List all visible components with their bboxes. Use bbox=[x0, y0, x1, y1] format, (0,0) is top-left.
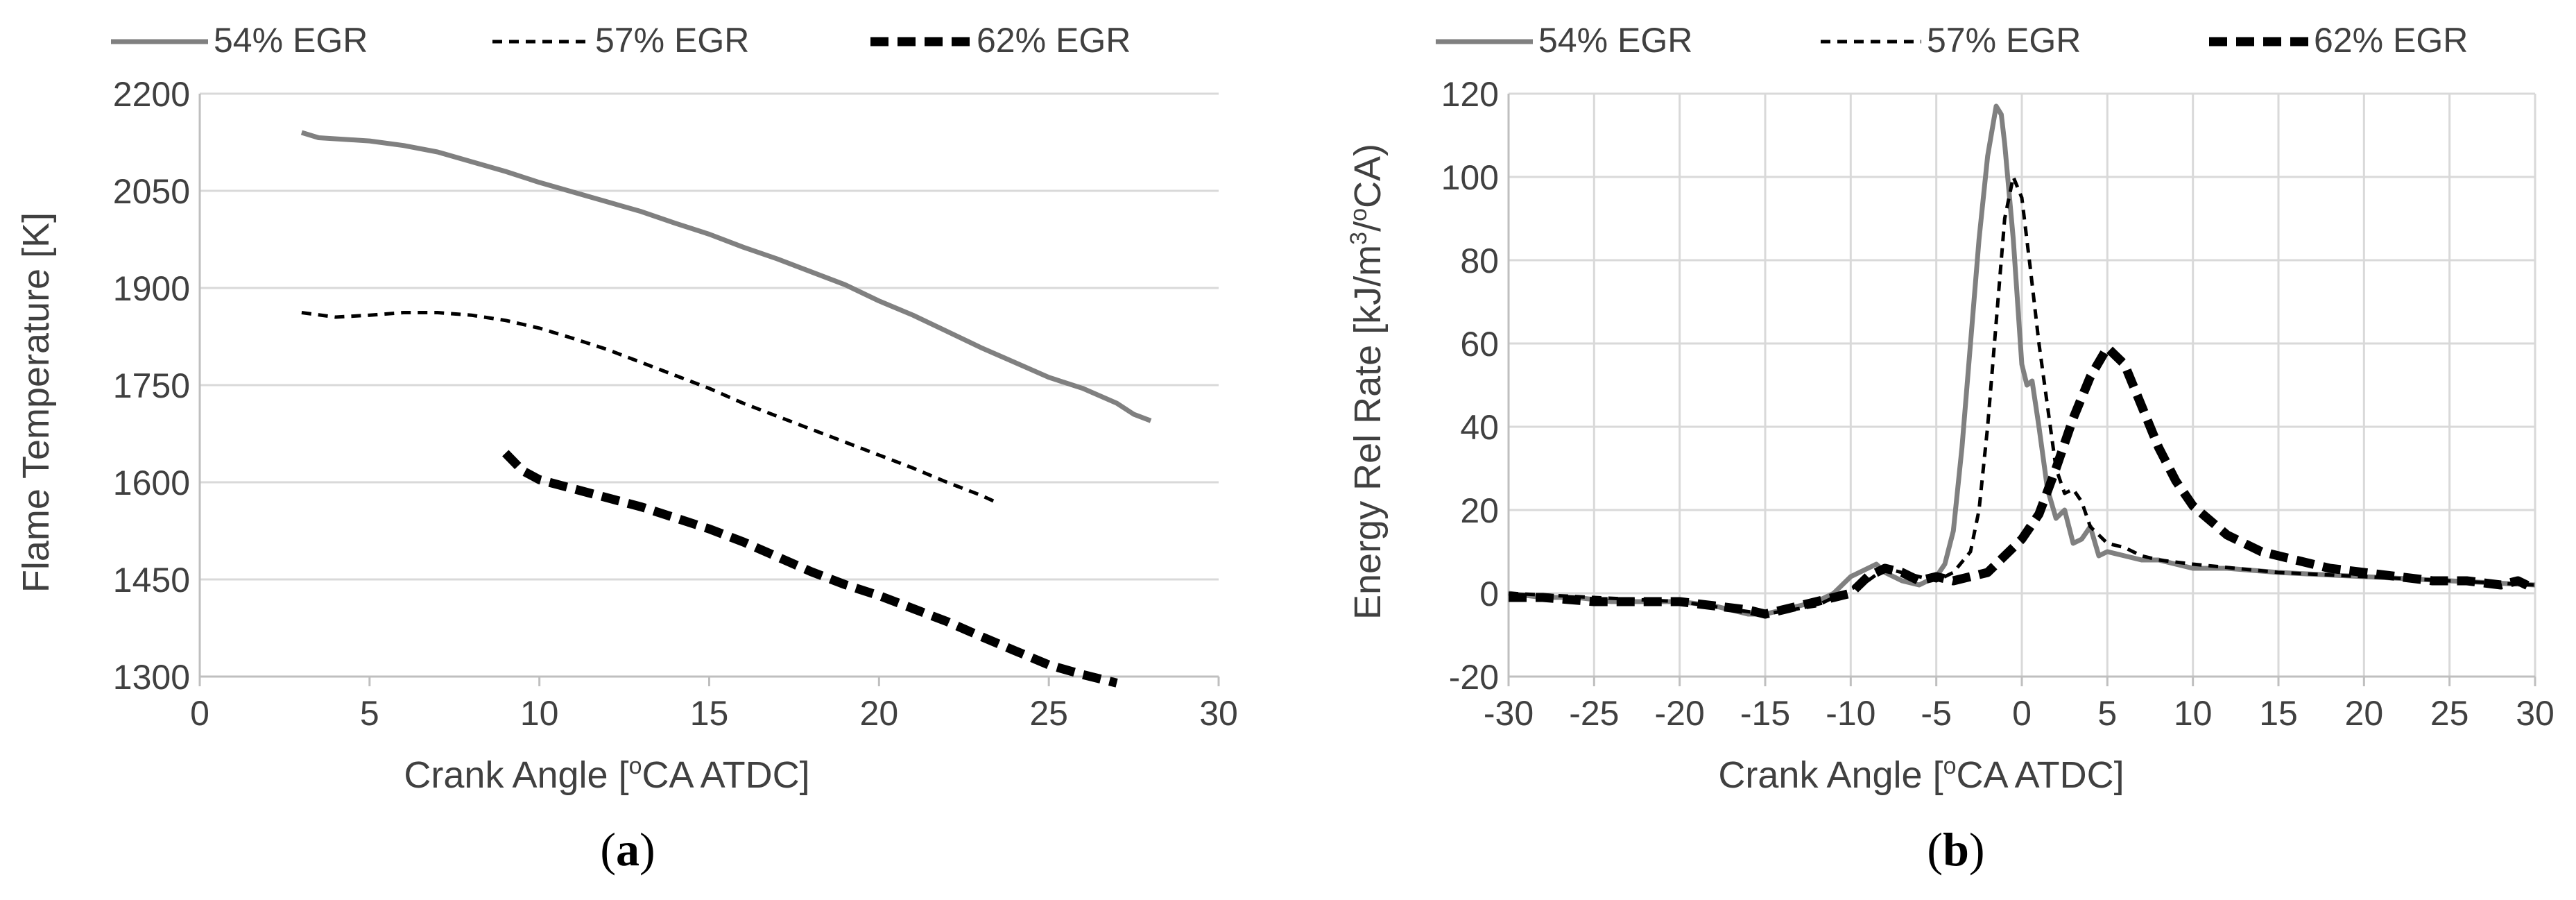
x-tick-b-4: -10 bbox=[1826, 694, 1875, 733]
y-tick-a-2: 1600 bbox=[113, 464, 190, 502]
series-line-b-62egr bbox=[1509, 343, 2537, 619]
y-tick-a-5: 2050 bbox=[113, 172, 190, 211]
panel-label-a: (a) bbox=[600, 823, 655, 876]
x-tick-b-0: -30 bbox=[1484, 694, 1534, 733]
ticks-a: 1300 1450 1600 1750 1900 2050 2200 0 5 10 15 20 25 30 bbox=[113, 75, 1238, 733]
y-axis-label-a: Flame Temperature [K] bbox=[15, 212, 57, 593]
legend-a-label-57: 57% EGR bbox=[595, 21, 749, 60]
y-tick-b-5: 80 bbox=[1460, 241, 1499, 280]
y-tick-a-4: 1900 bbox=[113, 269, 190, 308]
series-b bbox=[1508, 103, 2537, 619]
legend-b-label-57: 57% EGR bbox=[1927, 21, 2081, 60]
y-tick-a-3: 1750 bbox=[113, 366, 190, 405]
x-axis-label-b-sup: o bbox=[1943, 753, 1957, 779]
panel-b: 54% EGR 57% EGR 62% EGR -200204060801001… bbox=[1346, 21, 2554, 876]
x-tick-b-2: -20 bbox=[1655, 694, 1705, 733]
y-axis-label-b-sup2: o bbox=[1346, 208, 1372, 221]
y-tick-a-0: 1300 bbox=[113, 658, 190, 697]
y-axis-label-b-sup1: 3 bbox=[1346, 232, 1372, 245]
y-axis-label-b-mid: / bbox=[1347, 221, 1389, 232]
legend-a-label-54: 54% EGR bbox=[214, 21, 368, 60]
x-tick-a-6: 30 bbox=[1199, 694, 1238, 733]
series-line-a-57egr bbox=[301, 311, 999, 505]
x-tick-b-3: -15 bbox=[1740, 694, 1790, 733]
y-tick-b-1: 0 bbox=[1479, 575, 1499, 613]
legend-a: 54% EGR 57% EGR 62% EGR bbox=[111, 21, 1131, 60]
x-axis-label-b-rest: CA ATDC] bbox=[1957, 754, 2124, 796]
panel-label-b: (b) bbox=[1927, 823, 1984, 876]
legend-a-label-62: 62% EGR bbox=[977, 21, 1131, 60]
y-tick-a-6: 2200 bbox=[113, 75, 190, 114]
legend-b: 54% EGR 57% EGR 62% EGR bbox=[1436, 21, 2468, 60]
y-axis-label-b-post: CA) bbox=[1347, 144, 1389, 208]
series-a bbox=[300, 130, 1152, 688]
series-line-a-62egr bbox=[502, 450, 1118, 688]
x-tick-b-1: -25 bbox=[1569, 694, 1619, 733]
x-tick-b-11: 25 bbox=[2430, 694, 2469, 733]
x-tick-b-5: -5 bbox=[1921, 694, 1951, 733]
y-tick-b-7: 120 bbox=[1441, 75, 1499, 114]
x-axis-label-b-pre: Crank Angle [ bbox=[1718, 754, 1943, 796]
x-axis-label-a-pre: Crank Angle [ bbox=[404, 754, 628, 796]
x-tick-b-8: 10 bbox=[2174, 694, 2213, 733]
y-tick-b-4: 60 bbox=[1460, 325, 1499, 364]
y-tick-b-0: -20 bbox=[1449, 658, 1499, 697]
x-tick-a-3: 15 bbox=[690, 694, 729, 733]
y-tick-b-3: 40 bbox=[1460, 408, 1499, 447]
legend-b-label-62: 62% EGR bbox=[2314, 21, 2468, 60]
x-axis-label-a: Crank Angle [oCA ATDC] bbox=[404, 753, 809, 796]
y-axis-label-b: Energy Rel Rate [kJ/m3/oCA) bbox=[1346, 144, 1389, 620]
x-tick-a-5: 25 bbox=[1029, 694, 1068, 733]
x-axis-label-a-sup: o bbox=[629, 753, 642, 779]
grid-a bbox=[198, 92, 1220, 686]
x-axis-label-a-rest: CA ATDC] bbox=[642, 754, 810, 796]
x-tick-b-9: 15 bbox=[2259, 694, 2298, 733]
x-tick-a-0: 0 bbox=[190, 694, 209, 733]
panel-a: 54% EGR 57% EGR 62% EGR 1300 1450 1600 1750… bbox=[15, 21, 1238, 876]
x-tick-b-12: 30 bbox=[2516, 694, 2554, 733]
x-tick-a-4: 20 bbox=[860, 694, 899, 733]
grid-b bbox=[1507, 92, 2536, 686]
x-tick-b-6: 0 bbox=[2012, 694, 2032, 733]
x-tick-b-10: 20 bbox=[2345, 694, 2384, 733]
x-tick-b-7: 5 bbox=[2097, 694, 2117, 733]
ticks-b: -20 0 20 40 60 80 100 120 -30 -25 -20 -15 -10 -5 0 5 10 1… bbox=[1441, 75, 2554, 733]
series-line-b-57egr bbox=[1508, 175, 2536, 616]
y-axis-label-b-pre: Energy Rel Rate [kJ/m bbox=[1347, 245, 1389, 620]
legend-b-label-54: 54% EGR bbox=[1538, 21, 1692, 60]
x-axis-label-b: Crank Angle [oCA ATDC] bbox=[1718, 753, 2124, 796]
series-line-a-54egr bbox=[300, 130, 1152, 423]
y-tick-b-6: 100 bbox=[1441, 158, 1499, 197]
x-tick-a-2: 10 bbox=[520, 694, 559, 733]
y-tick-a-1: 1450 bbox=[113, 561, 190, 600]
x-tick-a-1: 5 bbox=[360, 694, 379, 733]
y-tick-b-2: 20 bbox=[1460, 491, 1499, 530]
